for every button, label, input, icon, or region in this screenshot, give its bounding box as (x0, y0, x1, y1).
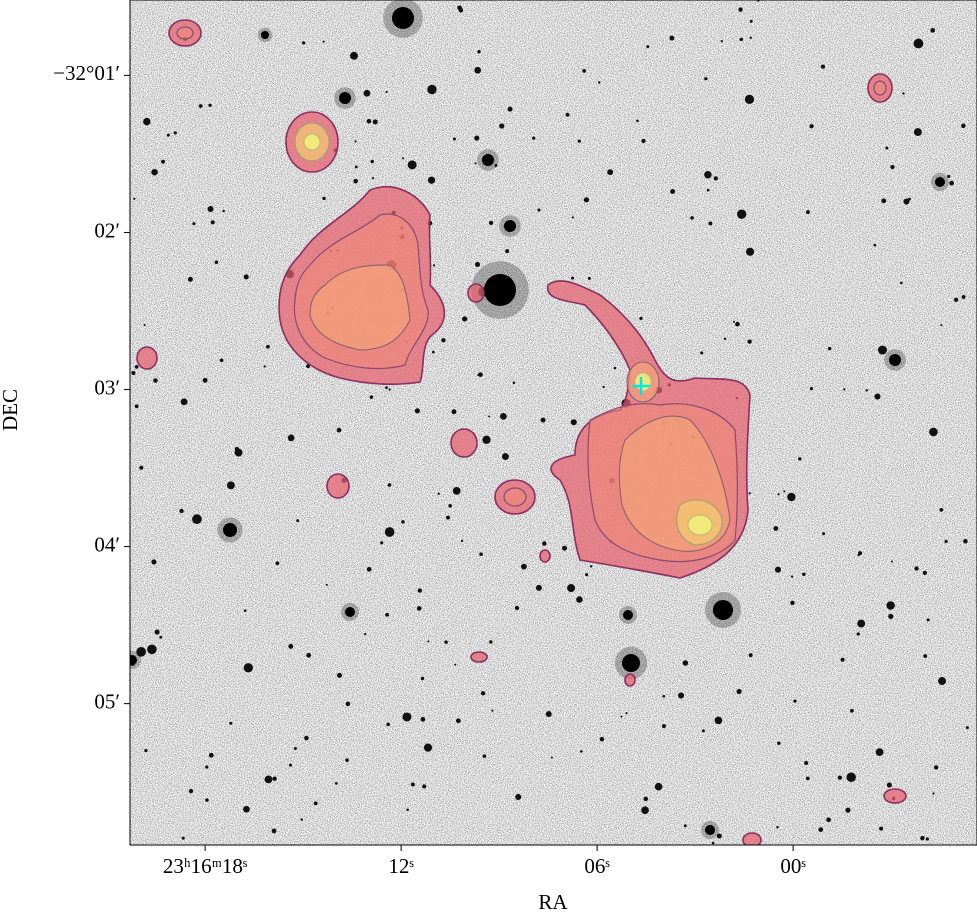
sky-image (130, 0, 977, 845)
radio-contours (136, 19, 907, 845)
plot-frame (129, 0, 977, 846)
x-tick-label: 12ˢ (388, 854, 414, 878)
y-tick-label: 05′ (94, 689, 120, 713)
y-tick-label: 02′ (94, 218, 120, 242)
x-tick-label: 00ˢ (780, 854, 806, 878)
y-tick-label: 03′ (94, 375, 120, 399)
x-axis-label: RA (538, 890, 568, 914)
x-tick-label: 23ʰ16ᵐ18ˢ (163, 854, 248, 878)
y-tick-label: −32°01′ (53, 61, 120, 85)
x-tick-label: 06ˢ (584, 854, 610, 878)
y-tick-label: 04′ (94, 532, 120, 556)
y-axis-label: DEC (0, 389, 22, 431)
host-marker (632, 377, 650, 395)
stars (130, 0, 969, 845)
